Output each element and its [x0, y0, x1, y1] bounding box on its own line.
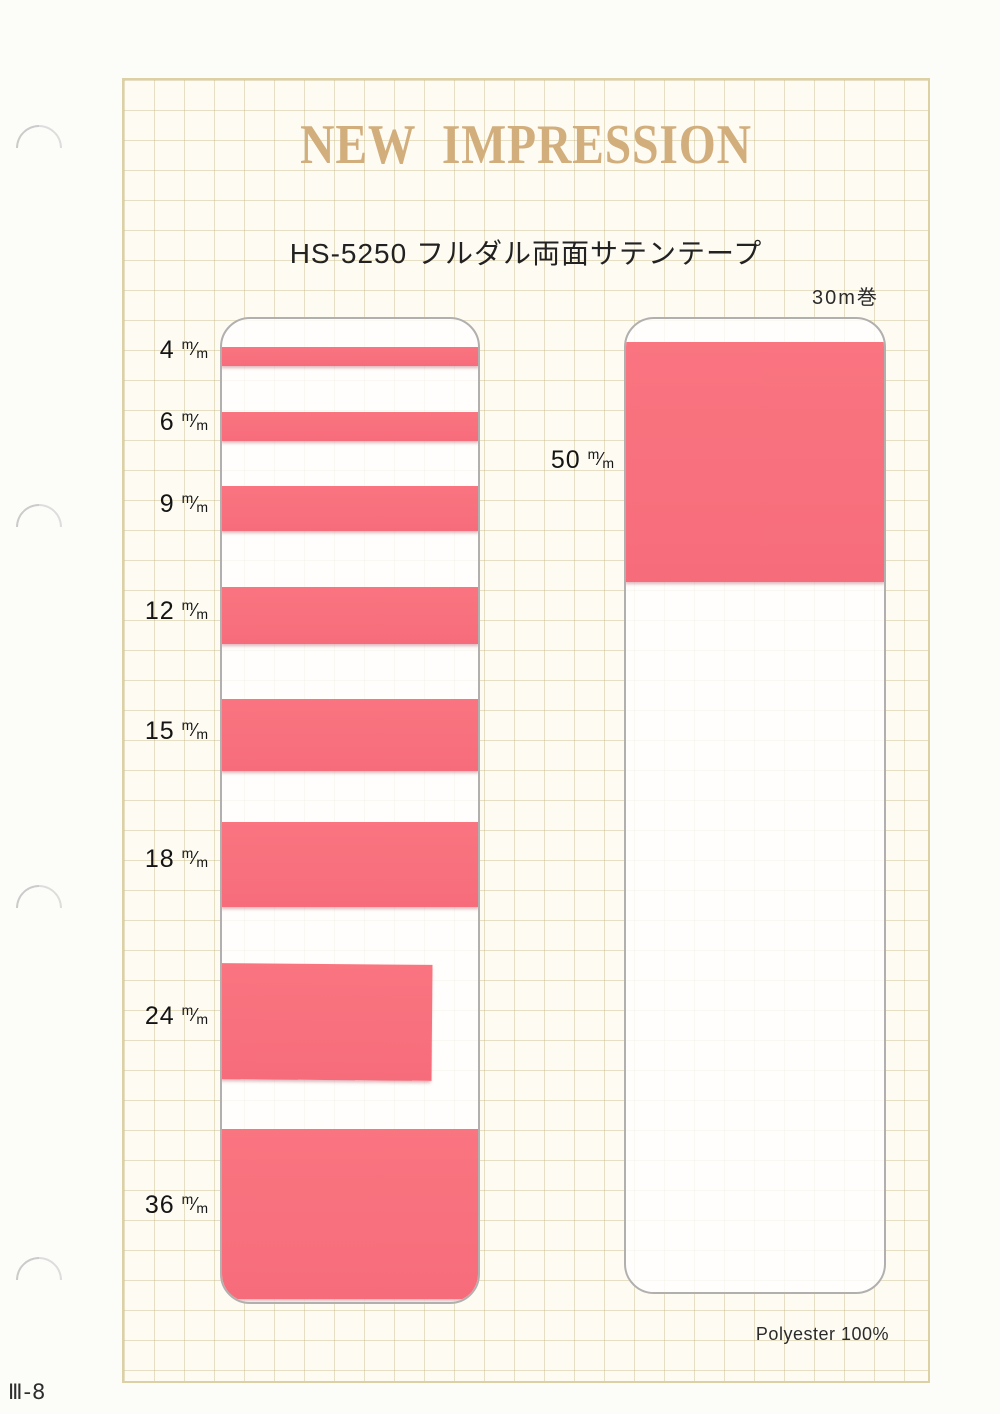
tape-sample-9mm	[222, 486, 478, 531]
unit-slash: ⁄	[193, 411, 197, 431]
size-label-15mm: 15 m⁄m	[98, 717, 208, 746]
unit-slash: ⁄	[599, 449, 603, 469]
unit-denominator: m	[196, 345, 208, 361]
unit-slash: ⁄	[193, 493, 197, 513]
page-number: Ⅲ-8	[8, 1380, 47, 1404]
unit-numerator: m	[181, 1002, 194, 1018]
size-label-4mm: 4 m⁄m	[98, 336, 208, 365]
roll-length-label: 30m巻	[812, 287, 879, 309]
size-label-18mm: 18 m⁄m	[98, 845, 208, 874]
tape-sample-6mm	[222, 412, 478, 441]
tape-sample-24mm	[222, 963, 433, 1081]
size-value: 36	[144, 1191, 175, 1219]
tape-sample-18mm	[222, 822, 478, 907]
unit-slash: ⁄	[193, 339, 197, 359]
size-unit: m⁄m	[182, 1191, 208, 1217]
size-label-36mm: 36 m⁄m	[98, 1191, 208, 1220]
unit-denominator: m	[602, 455, 614, 471]
tape-sample-15mm	[222, 699, 478, 771]
unit-denominator: m	[196, 726, 208, 742]
tape-sample-36mm	[222, 1129, 478, 1299]
size-label-6mm: 6 m⁄m	[98, 408, 208, 437]
size-unit: m⁄m	[182, 336, 208, 362]
unit-numerator: m	[181, 597, 194, 613]
size-value: 15	[144, 717, 175, 745]
unit-denominator: m	[196, 854, 208, 870]
unit-denominator: m	[196, 606, 208, 622]
hole-punch-icon	[6, 1247, 72, 1313]
size-value: 6	[159, 408, 175, 436]
size-label-24mm: 24 m⁄m	[98, 1002, 208, 1031]
brand-title: NEW IMPRESSION	[300, 114, 752, 176]
unit-denominator: m	[196, 1200, 208, 1216]
size-unit: m⁄m	[588, 446, 614, 472]
tape-sample-12mm	[222, 587, 478, 644]
size-unit: m⁄m	[182, 597, 208, 623]
right-sample-panel	[624, 317, 886, 1294]
size-value: 12	[144, 597, 175, 625]
hole-punch-icon	[6, 875, 72, 941]
unit-numerator: m	[181, 490, 194, 506]
unit-denominator: m	[196, 499, 208, 515]
unit-slash: ⁄	[193, 600, 197, 620]
material-label: Polyester 100%	[755, 1324, 889, 1344]
size-value: 50	[550, 446, 581, 474]
size-label-50mm: 50 m⁄m	[504, 446, 614, 475]
size-value: 4	[159, 336, 175, 364]
unit-slash: ⁄	[193, 848, 197, 868]
size-value: 24	[144, 1002, 175, 1030]
unit-slash: ⁄	[193, 1194, 197, 1214]
hole-punch-icon	[6, 115, 72, 181]
size-unit: m⁄m	[182, 490, 208, 516]
unit-denominator: m	[196, 1011, 208, 1027]
size-value: 9	[159, 490, 175, 518]
unit-numerator: m	[181, 336, 194, 352]
size-label-12mm: 12 m⁄m	[98, 597, 208, 626]
unit-numerator: m	[181, 1191, 194, 1207]
unit-denominator: m	[196, 417, 208, 433]
size-unit: m⁄m	[182, 1002, 208, 1028]
unit-numerator: m	[587, 446, 600, 462]
unit-numerator: m	[181, 408, 194, 424]
size-value: 18	[144, 845, 175, 873]
unit-numerator: m	[181, 717, 194, 733]
product-title: HS-5250 フルダル両面サテンテープ	[289, 238, 763, 269]
size-unit: m⁄m	[182, 408, 208, 434]
unit-slash: ⁄	[193, 720, 197, 740]
size-unit: m⁄m	[182, 717, 208, 743]
unit-slash: ⁄	[193, 1005, 197, 1025]
grid-paper: NEW IMPRESSION HS-5250 フルダル両面サテンテープ 30m巻…	[122, 78, 930, 1383]
tape-sample-50mm	[626, 342, 884, 582]
tape-sample-4mm	[222, 347, 478, 366]
hole-punch-icon	[6, 494, 72, 560]
left-sample-panel	[220, 317, 480, 1304]
unit-numerator: m	[181, 845, 194, 861]
size-unit: m⁄m	[182, 845, 208, 871]
size-label-9mm: 9 m⁄m	[98, 490, 208, 519]
